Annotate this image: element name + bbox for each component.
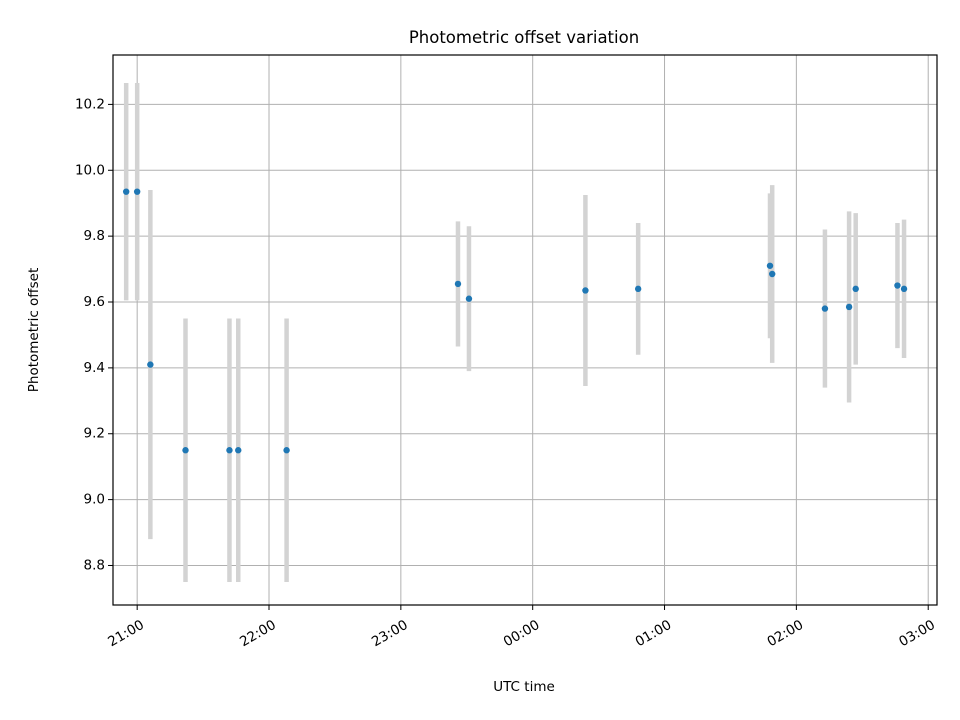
x-tick-label: 03:00 bbox=[896, 617, 938, 650]
y-tick-label: 9.8 bbox=[84, 228, 105, 244]
y-axis-ticks: 8.8 9.0 9.2 9.4 9.6 9.8 10.0 10.2 bbox=[75, 96, 113, 573]
data-point bbox=[283, 447, 290, 454]
x-tick-label: 01:00 bbox=[633, 617, 675, 650]
x-axis-ticks: 21:00 22:00 23:00 00:00 01:00 02:00 03:00 bbox=[105, 605, 938, 650]
data-point bbox=[900, 285, 908, 293]
y-tick-label: 10.0 bbox=[75, 162, 105, 178]
data-point bbox=[226, 447, 233, 454]
data-point bbox=[133, 188, 141, 195]
y-tick-label: 9.6 bbox=[84, 294, 105, 310]
chart-title: Photometric offset variation bbox=[409, 28, 639, 47]
data-point bbox=[766, 262, 774, 269]
x-tick-label: 00:00 bbox=[501, 617, 543, 650]
y-tick-label: 8.8 bbox=[84, 557, 105, 573]
data-point bbox=[821, 305, 829, 312]
y-tick-label: 9.2 bbox=[84, 426, 105, 442]
data-point bbox=[894, 282, 901, 289]
x-tick-label: 21:00 bbox=[105, 617, 147, 650]
plot-frame bbox=[112, 54, 938, 606]
y-axis-label: Photometric offset bbox=[26, 268, 42, 392]
y-tick-label: 9.4 bbox=[84, 360, 105, 376]
data-point bbox=[454, 280, 462, 288]
data-point bbox=[634, 285, 642, 293]
data-point bbox=[769, 270, 776, 278]
error-bars bbox=[123, 82, 907, 582]
data-point bbox=[122, 188, 130, 195]
x-tick-label: 23:00 bbox=[369, 617, 411, 650]
data-point bbox=[235, 447, 242, 454]
data-point bbox=[465, 295, 473, 302]
y-tick-label: 10.2 bbox=[75, 96, 105, 112]
data-point bbox=[582, 287, 589, 294]
y-tick-label: 9.0 bbox=[84, 492, 105, 508]
x-axis-label: UTC time bbox=[493, 679, 555, 695]
data-point bbox=[845, 303, 853, 311]
x-tick-label: 22:00 bbox=[237, 617, 279, 650]
data-point bbox=[852, 285, 859, 293]
grid bbox=[113, 55, 937, 605]
data-point bbox=[182, 447, 189, 454]
data-point bbox=[147, 361, 154, 368]
data-points bbox=[122, 188, 908, 454]
x-tick-label: 02:00 bbox=[764, 617, 806, 650]
